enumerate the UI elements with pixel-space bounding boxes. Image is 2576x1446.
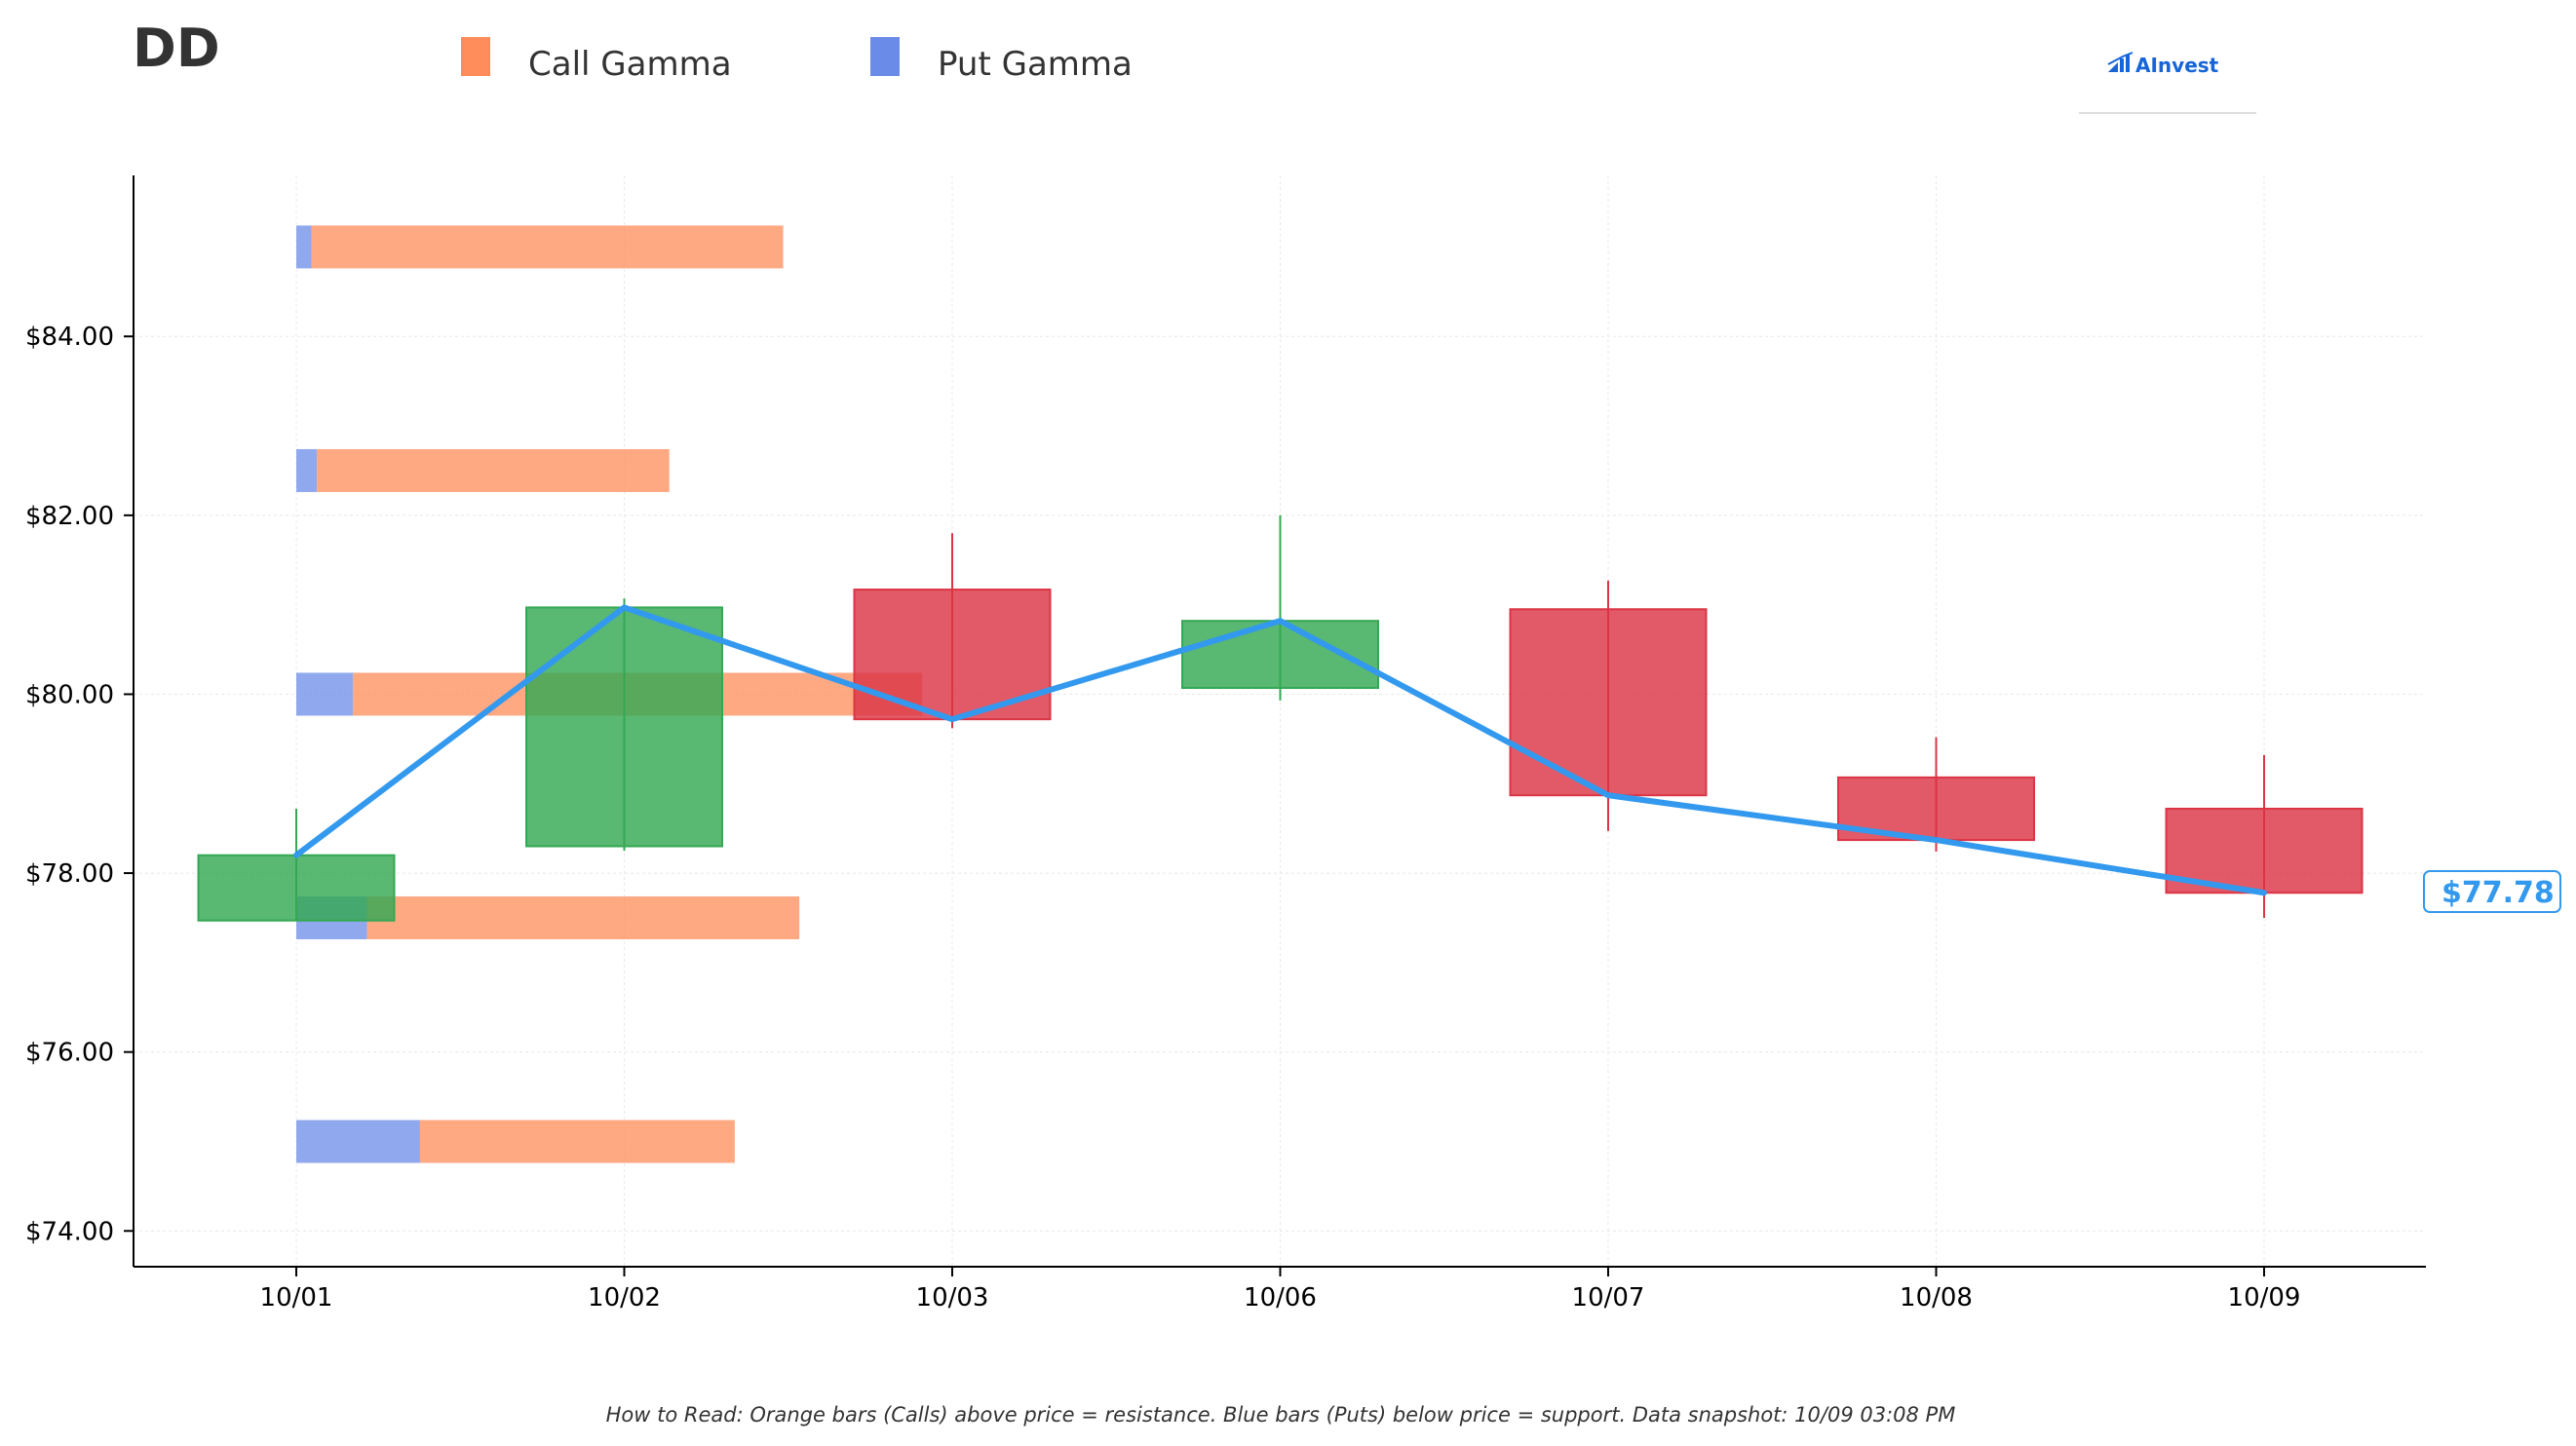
y-tick-label: $74.00 <box>25 1217 114 1246</box>
call-gamma-legend-label: Call Gamma <box>528 45 732 84</box>
put-gamma-legend-swatch <box>870 37 900 76</box>
current-price-label: $77.78 <box>2423 870 2561 913</box>
candle-body <box>525 606 723 848</box>
x-tick-label: 10/01 <box>260 1283 333 1313</box>
x-tick-label: 10/02 <box>588 1283 661 1313</box>
price-line-layer <box>293 604 2267 896</box>
candle-body <box>197 854 396 922</box>
price-line <box>293 604 2267 896</box>
logo-text: AInvest <box>2135 54 2219 77</box>
y-tick-label: $80.00 <box>25 680 114 709</box>
y-tick-label: $78.00 <box>25 859 114 889</box>
x-tick-label: 10/09 <box>2228 1283 2301 1313</box>
candle-body <box>2165 807 2364 894</box>
ticker-title: DD <box>133 18 220 79</box>
candlesticks <box>197 514 2364 922</box>
axes: $74.00 $76.00 $78.00 $80.00 $82.00 $84.00 10/0… <box>25 175 2426 1313</box>
x-tick-label: 10/06 <box>1244 1283 1317 1313</box>
put-gamma-bar <box>296 448 318 492</box>
y-tick-label: $76.00 <box>25 1039 114 1068</box>
x-tick-label: 10/08 <box>1900 1283 1973 1313</box>
x-tick-label: 10/03 <box>916 1283 989 1313</box>
legend: Call Gamma Put Gamma <box>461 37 1133 84</box>
y-tick-label: $82.00 <box>25 502 114 531</box>
ainvest-logo: AInvest <box>2079 52 2256 114</box>
current-price-text: $77.78 <box>2441 876 2555 910</box>
call-gamma-legend-swatch <box>461 37 490 76</box>
put-gamma-bar <box>296 672 353 716</box>
y-tick-label: $84.00 <box>25 323 114 352</box>
current-price-box <box>2423 870 2561 913</box>
put-gamma-bar <box>296 1120 420 1163</box>
footnote: How to Read: Orange bars (Calls) above p… <box>606 1403 1956 1427</box>
put-gamma-legend-label: Put Gamma <box>938 45 1133 84</box>
call-gamma-bar <box>317 448 670 492</box>
call-gamma-bar <box>419 1120 735 1163</box>
candle-body <box>1509 608 1708 797</box>
call-gamma-bar <box>311 225 784 269</box>
call-gamma-bar <box>366 895 800 939</box>
put-gamma-bar <box>296 225 312 269</box>
logo-chart-icon <box>2107 52 2134 72</box>
x-tick-label: 10/07 <box>1572 1283 1645 1313</box>
